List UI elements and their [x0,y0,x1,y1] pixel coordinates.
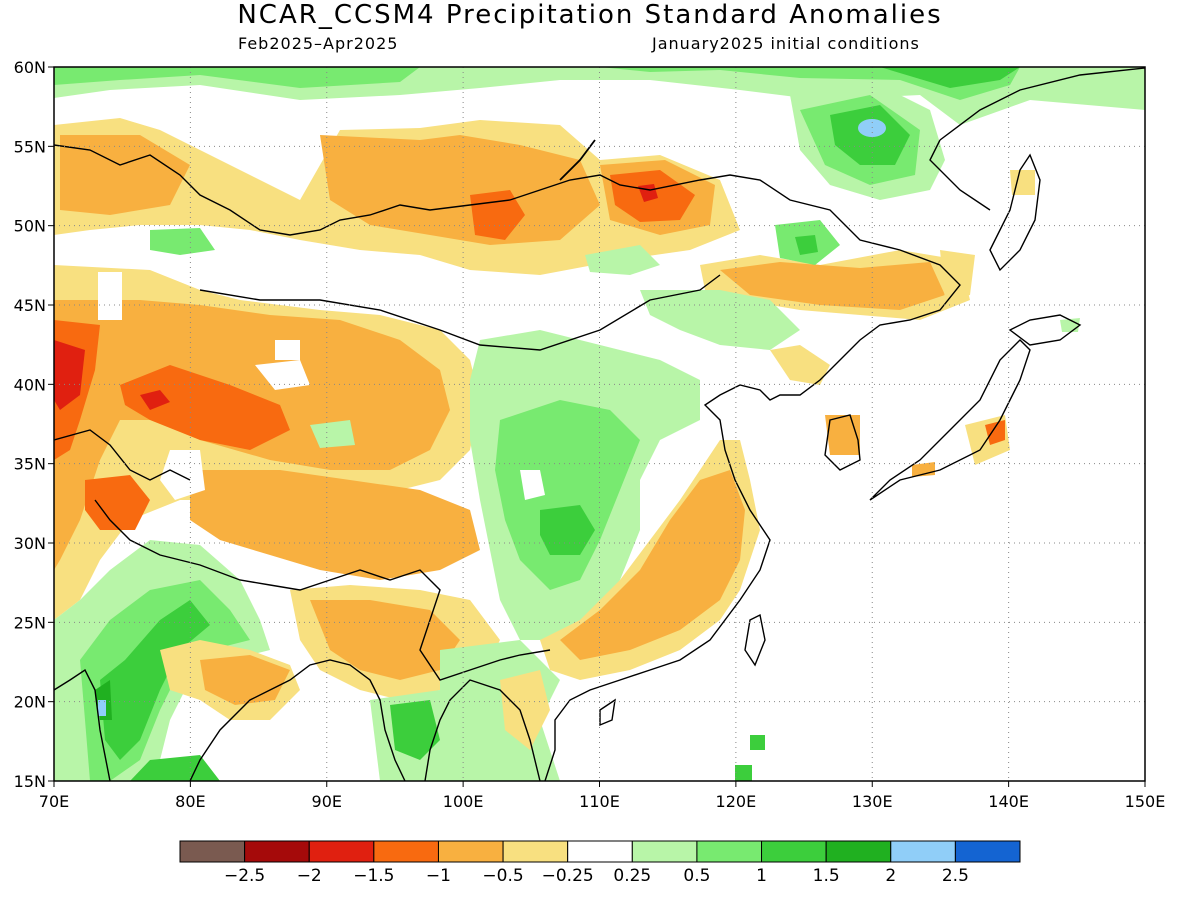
lat-tick-label: 35N [14,455,46,474]
lon-tick-label: 100E [443,792,484,811]
legend-swatch [631,840,698,863]
legend-label: 2 [885,866,896,886]
legend-label: 2.5 [942,866,969,886]
legend-label: 1.5 [813,866,840,886]
legend-label: −2.5 [224,866,265,886]
legend-swatch [890,840,956,863]
lat-tick-label: 55N [14,137,46,156]
lon-tick-label: 120E [716,792,757,811]
legend-swatch [567,840,633,863]
longitude-axis: 70E 80E 90E 100E 110E 120E 130E 140E 150E [39,781,1166,811]
lon-tick-label: 130E [852,792,893,811]
legend-label: −0.25 [542,866,594,886]
lat-tick-label: 40N [14,375,46,394]
legend-label: 1 [756,866,767,886]
legend-swatch [437,840,504,863]
legend-label: −1 [426,866,451,886]
lat-tick-label: 20N [14,693,46,712]
color-legend: −2.5 −2 −1.5 −1 −0.5 −0.25 0.25 0.5 1 1.5 2 2.5 [179,840,1021,886]
map-gridlines [54,67,1145,781]
legend-swatch [954,840,1021,863]
legend-swatch [825,840,892,863]
lon-tick-label: 110E [579,792,620,811]
legend-swatch [502,840,569,863]
lon-tick-label: 150E [1125,792,1166,811]
anomaly-shading [54,67,1145,781]
legend-label: 0.5 [683,866,710,886]
legend-label: −1.5 [353,866,394,886]
legend-swatch [373,840,439,863]
coastlines [54,67,1145,781]
legend-label: −0.5 [482,866,523,886]
lat-tick-label: 30N [14,534,46,553]
legend-swatch [179,840,246,863]
lon-tick-label: 90E [312,792,342,811]
legend-swatch [696,840,763,863]
period-label: Feb2025–Apr2025 [238,34,399,53]
legend-swatch [244,840,310,863]
legend-label: 0.25 [613,866,651,886]
lat-tick-label: 50N [14,217,46,236]
legend-swatch [761,840,827,863]
lon-tick-label: 80E [175,792,205,811]
lat-tick-label: 60N [14,58,46,77]
lat-tick-label: 15N [14,772,46,791]
legend-swatch [308,840,375,863]
initial-conditions-label: January2025 initial conditions [652,34,920,53]
lon-tick-label: 70E [39,792,69,811]
lat-tick-label: 45N [14,296,46,315]
map-title: NCAR_CCSM4 Precipitation Standard Anomal… [237,0,943,30]
legend-label: −2 [297,866,322,886]
lat-tick-label: 25N [14,613,46,632]
lon-tick-label: 140E [988,792,1029,811]
latitude-axis: 15N 20N 25N 30N 35N 40N 45N 50N 55N 60N [14,58,54,791]
